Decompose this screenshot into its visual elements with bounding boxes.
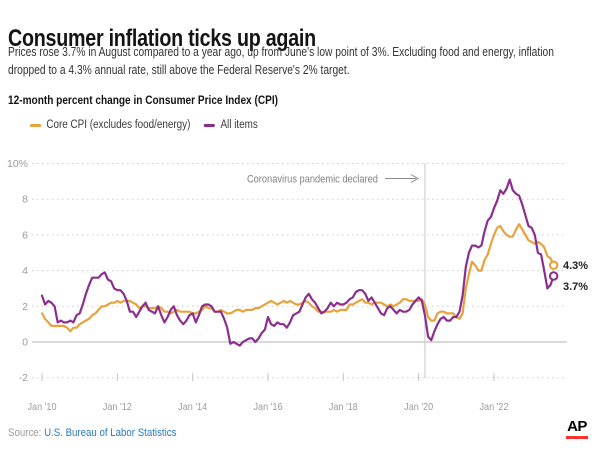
chart-legend: Core CPI (excludes food/energy) All item… bbox=[30, 119, 258, 131]
svg-text:Jan '10: Jan '10 bbox=[28, 401, 57, 413]
chart-heading: 12-month percent change in Consumer Pric… bbox=[8, 93, 278, 107]
source-prefix: Source: bbox=[8, 427, 42, 439]
svg-text:Jan '12: Jan '12 bbox=[103, 401, 132, 413]
svg-text:Jan '20: Jan '20 bbox=[404, 401, 433, 413]
svg-text:Jan '16: Jan '16 bbox=[254, 401, 283, 413]
legend-label-all-items: All items bbox=[220, 119, 258, 131]
svg-text:0: 0 bbox=[22, 337, 28, 349]
svg-text:4: 4 bbox=[22, 265, 28, 277]
svg-text:Jan '14: Jan '14 bbox=[178, 401, 207, 413]
page-title: Consumer inflation ticks up again bbox=[8, 25, 316, 53]
source-row: Source: U.S. Bureau of Labor Statistics bbox=[8, 427, 176, 439]
legend-swatch-all-items bbox=[204, 123, 216, 127]
svg-text:6: 6 bbox=[22, 229, 28, 241]
ap-logo-text: AP bbox=[567, 418, 587, 435]
svg-text:8: 8 bbox=[22, 194, 28, 206]
subtitle-line-1: Prices rose 3.7% in August compared to a… bbox=[8, 45, 554, 59]
svg-text:Coronavirus pandemic declared: Coronavirus pandemic declared bbox=[247, 174, 378, 186]
legend-swatch-core-cpi bbox=[30, 123, 42, 127]
svg-text:Jan '22: Jan '22 bbox=[480, 401, 509, 413]
ap-logo: AP bbox=[566, 419, 588, 439]
ap-logo-red-bar bbox=[566, 436, 588, 439]
svg-text:Jan '18: Jan '18 bbox=[329, 401, 358, 413]
source-link[interactable]: U.S. Bureau of Labor Statistics bbox=[44, 427, 177, 439]
subtitle-line-2: dropped to a 4.3% annual rate, still abo… bbox=[8, 63, 350, 77]
svg-text:-2: -2 bbox=[19, 372, 28, 384]
subtitle: Prices rose 3.7% in August compared to a… bbox=[8, 43, 600, 79]
cpi-line-chart: 10% 8 6 4 2 0 -2 Jan '10 Jan '12 Jan '14 Jan '16 Ja… bbox=[7, 158, 588, 413]
svg-text:10%: 10% bbox=[7, 158, 28, 170]
svg-text:3.7%: 3.7% bbox=[563, 281, 588, 293]
legend-item-core-cpi: Core CPI (excludes food/energy) bbox=[30, 119, 190, 131]
legend-item-all-items: All items bbox=[204, 119, 258, 131]
legend-label-core-cpi: Core CPI (excludes food/energy) bbox=[46, 119, 191, 131]
svg-text:4.3%: 4.3% bbox=[563, 260, 588, 272]
svg-text:2: 2 bbox=[22, 301, 28, 313]
